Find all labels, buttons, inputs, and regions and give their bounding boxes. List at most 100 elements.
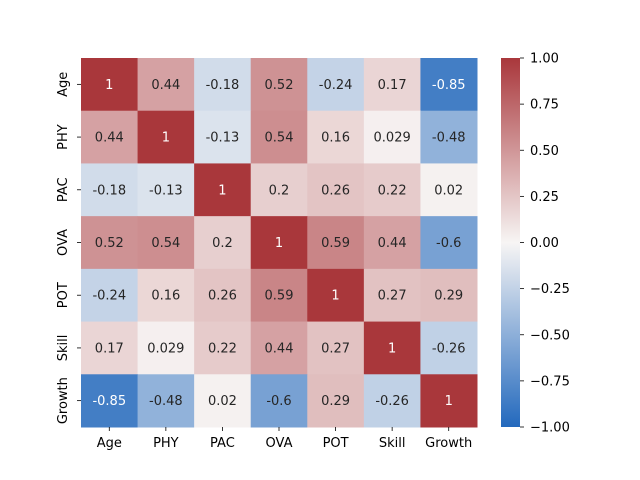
- heatmap-cell-phy-phy: [137, 110, 195, 164]
- heatmap-cell-ova-pac: [194, 216, 252, 270]
- heatmap-cell-skill-skill: [363, 321, 421, 375]
- y-tick-label: PAC: [56, 177, 71, 202]
- heatmap-cell-pot-skill: [363, 268, 421, 323]
- heatmap-cell-label: 0.54: [151, 236, 180, 251]
- heatmap-cell-growth-phy: [137, 374, 195, 428]
- heatmap-cell-label: 1: [331, 289, 339, 304]
- heatmap-cell-growth-age: [81, 374, 139, 428]
- y-tick-label: Skill: [56, 335, 71, 362]
- colorbar-tick-label: −0.25: [530, 282, 570, 297]
- colorbar-tick-label: −1.00: [530, 421, 570, 436]
- heatmap-cell-label: 0.17: [378, 78, 407, 93]
- heatmap-cell-label: -0.85: [432, 78, 466, 93]
- heatmap-cell-growth-growth: [420, 374, 478, 428]
- heatmap-cell-label: 0.44: [95, 131, 124, 146]
- y-tick-label: Growth: [56, 377, 71, 424]
- heatmap-cell-growth-pot: [307, 374, 365, 428]
- heatmap-cell-age-ova: [250, 58, 308, 112]
- y-tick-label: OVA: [56, 229, 71, 256]
- y-tick-label: POT: [56, 282, 71, 308]
- heatmap-cell-label: 0.54: [265, 131, 294, 146]
- colorbar-tick-label: 0.50: [530, 144, 559, 159]
- heatmap-cell-growth-ova: [250, 374, 308, 428]
- heatmap-cell-label: 0.029: [374, 131, 411, 146]
- heatmap-cell-pot-pot: [307, 268, 365, 323]
- heatmap-cell-label: 1: [275, 236, 283, 251]
- heatmap-cell-phy-growth: [420, 110, 478, 164]
- x-tick-label: OVA: [266, 436, 293, 451]
- heatmap-cell-pot-ova: [250, 268, 308, 323]
- x-tick-label: PAC: [210, 436, 235, 451]
- heatmap-cell-label: -0.48: [432, 131, 466, 146]
- heatmap-cell-label: 1: [445, 394, 453, 409]
- heatmap-cell-skill-age: [81, 321, 139, 375]
- heatmap-cell-label: -0.24: [319, 78, 353, 93]
- heatmap-cell-ova-pot: [307, 216, 365, 270]
- heatmap-cell-phy-pac: [194, 110, 252, 164]
- heatmap-cell-growth-skill: [363, 374, 421, 428]
- heatmap-cell-pac-phy: [137, 163, 195, 217]
- heatmap-cell-label: 1: [105, 78, 113, 93]
- heatmap-cell-label: 0.26: [321, 183, 350, 198]
- heatmap-cell-pac-pot: [307, 163, 365, 217]
- heatmap-cell-age-phy: [137, 58, 195, 112]
- heatmap-cell-pac-ova: [250, 163, 308, 217]
- y-tick-label: Age: [56, 72, 71, 97]
- colorbar-tick-label: 0.75: [530, 98, 559, 113]
- colorbar-tick-label: 1.00: [530, 52, 559, 67]
- heatmap-cell-label: -0.26: [375, 394, 409, 409]
- colorbar-tick-label: 0.25: [530, 190, 559, 205]
- heatmap-cell-label: 0.17: [95, 341, 124, 356]
- heatmap-cell-age-age: [81, 58, 139, 112]
- heatmap-cell-label: 0.02: [434, 183, 463, 198]
- heatmap-cell-pac-skill: [363, 163, 421, 217]
- heatmap-cell-label: 0.44: [151, 78, 180, 93]
- heatmap-cell-label: 1: [218, 183, 226, 198]
- heatmap-cell-label: 0.29: [321, 394, 350, 409]
- heatmap-cell-phy-skill: [363, 110, 421, 164]
- heatmap-cell-label: -0.13: [149, 183, 183, 198]
- heatmap-cell-label: 0.44: [265, 341, 294, 356]
- heatmap-cell-label: 0.52: [265, 78, 294, 93]
- heatmap-cell-label: 0.27: [321, 341, 350, 356]
- heatmap-cell-label: 0.02: [208, 394, 237, 409]
- colorbar: 1.00 0.75 0.50 0.25 0.00 −0.25 −0.50 −0.75 −1.00: [501, 52, 570, 436]
- heatmap-cell-ova-growth: [420, 216, 478, 270]
- heatmap-cell-label: -0.18: [92, 183, 126, 198]
- heatmap-cell-pot-pac: [194, 268, 252, 323]
- heatmap-cells: [81, 58, 478, 428]
- x-tick-label: POT: [323, 436, 349, 451]
- heatmap-cell-label: -0.85: [92, 394, 126, 409]
- heatmap-cell-pac-growth: [420, 163, 478, 217]
- x-tick-label: Growth: [425, 436, 472, 451]
- x-axis: Age PHY PAC OVA POT Skill Growth: [97, 427, 472, 451]
- heatmap-cell-skill-phy: [137, 321, 195, 375]
- heatmap-cell-ova-ova: [250, 216, 308, 270]
- heatmap-cell-label: -0.24: [92, 289, 126, 304]
- heatmap-cell-age-skill: [363, 58, 421, 112]
- heatmap-cell-label: 0.029: [147, 341, 184, 356]
- heatmap-cell-labels: 1 0.44 -0.18 0.52 -0.24 0.17 -0.85 0.44 1 -0.13 0.…: [92, 78, 465, 409]
- heatmap-cell-growth-pac: [194, 374, 252, 428]
- x-tick-label: Age: [97, 436, 122, 451]
- y-tick-label: PHY: [56, 124, 71, 150]
- heatmap-cell-phy-pot: [307, 110, 365, 164]
- heatmap-cell-skill-growth: [420, 321, 478, 375]
- heatmap-cell-label: 0.26: [208, 289, 237, 304]
- heatmap-cell-age-growth: [420, 58, 478, 112]
- heatmap-cell-label: 0.2: [212, 236, 233, 251]
- heatmap-cell-label: 0.52: [95, 236, 124, 251]
- colorbar-tick-label: −0.75: [530, 374, 570, 389]
- heatmap-cell-label: 0.16: [151, 289, 180, 304]
- heatmap-cell-skill-ova: [250, 321, 308, 375]
- heatmap-cell-label: 1: [162, 131, 170, 146]
- heatmap-cell-age-pot: [307, 58, 365, 112]
- y-axis: Age PHY PAC OVA POT Skill Growth: [56, 72, 81, 424]
- heatmap-cell-pac-pac: [194, 163, 252, 217]
- heatmap-cell-label: 0.27: [378, 289, 407, 304]
- heatmap-cell-label: -0.13: [206, 131, 240, 146]
- heatmap-cell-pot-growth: [420, 268, 478, 323]
- colorbar-gradient: [501, 58, 520, 427]
- heatmap-cell-label: -0.48: [149, 394, 183, 409]
